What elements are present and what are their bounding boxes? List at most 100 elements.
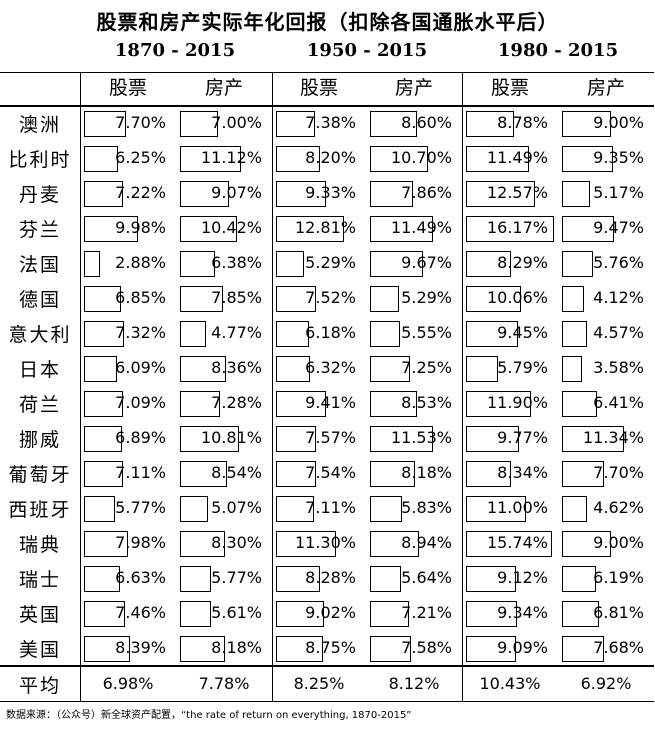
country-label: 荷兰 [18, 394, 61, 416]
value-label: 5.29% [305, 253, 356, 272]
value-label: 7.85% [211, 288, 262, 307]
country-label: 澳洲 [18, 114, 61, 136]
value-label: 6.09% [115, 358, 166, 377]
value-label: 5.77% [115, 498, 166, 517]
value-label: 15.74% [486, 533, 548, 552]
value-label: 5.17% [593, 183, 644, 202]
period-divider-1 [272, 72, 273, 701]
value-label: 5.07% [211, 498, 262, 517]
value-bar [466, 601, 517, 627]
value-bar [180, 391, 220, 417]
value-bar [370, 251, 423, 277]
column-header-property-3: 房产 [394, 77, 433, 99]
value-label: 5.79% [497, 358, 548, 377]
value-label: 8.78% [497, 113, 548, 132]
value-bar [562, 356, 582, 382]
value-label: 9.02% [305, 603, 356, 622]
value-label: 8.94% [401, 533, 452, 552]
value-label: 7.25% [401, 358, 452, 377]
average-value: 6.92% [580, 674, 632, 693]
value-bar [562, 566, 596, 592]
value-bar [180, 286, 223, 312]
country-label: 日本 [18, 359, 61, 381]
value-bar [276, 391, 326, 417]
value-label: 10.06% [486, 288, 548, 307]
chart-title: 股票和房产实际年化回报（扣除各国通胀水平后） [96, 10, 559, 34]
country-label: 比利时 [8, 149, 72, 171]
value-label: 8.28% [305, 568, 356, 587]
value-label: 11.30% [294, 533, 356, 552]
value-label: 7.11% [305, 498, 356, 517]
country-label: 英国 [18, 604, 61, 626]
value-bar [276, 251, 304, 277]
country-label: 西班牙 [8, 499, 72, 521]
value-bar [562, 181, 590, 207]
average-value: 10.43% [479, 674, 541, 693]
value-label: 7.21% [401, 603, 452, 622]
value-bar [84, 251, 100, 277]
value-bar [562, 146, 613, 172]
value-bar [84, 111, 126, 137]
value-bar [84, 181, 123, 207]
value-bar [466, 181, 535, 207]
value-bar [180, 461, 227, 487]
value-bar [466, 321, 518, 347]
value-label: 9.00% [593, 113, 644, 132]
value-label: 8.20% [305, 148, 356, 167]
country-label: 瑞典 [18, 534, 61, 556]
value-label: 7.38% [305, 113, 356, 132]
value-bar [84, 391, 123, 417]
average-value: 8.12% [388, 674, 440, 693]
period-header-1980: 1980 - 2015 [497, 40, 619, 61]
column-header-stock-2: 股票 [299, 77, 338, 99]
value-bar [370, 111, 417, 137]
value-bar [466, 111, 514, 137]
value-bar [84, 601, 125, 627]
value-label: 7.98% [115, 533, 166, 552]
header-top-rule [0, 72, 654, 73]
country-label: 挪威 [18, 429, 61, 451]
value-bar [466, 356, 498, 382]
value-bar [180, 321, 206, 347]
value-label: 4.62% [593, 498, 644, 517]
value-label: 5.29% [401, 288, 452, 307]
value-label: 11.12% [200, 148, 262, 167]
value-label: 9.09% [497, 638, 548, 657]
value-label: 7.57% [305, 428, 356, 447]
country-label: 葡萄牙 [8, 464, 72, 486]
value-bar [276, 321, 309, 347]
value-label: 9.34% [497, 603, 548, 622]
value-bar [84, 531, 128, 557]
value-label: 8.18% [401, 463, 452, 482]
value-label: 9.12% [497, 568, 548, 587]
average-bottom-rule [0, 701, 654, 702]
value-bar [466, 531, 552, 557]
value-bar [370, 181, 413, 207]
value-label: 5.77% [211, 568, 262, 587]
value-bar [276, 426, 316, 452]
value-bar [84, 426, 122, 452]
value-bar [370, 601, 409, 627]
value-label: 7.86% [401, 183, 452, 202]
value-bar [370, 426, 433, 452]
country-label: 丹麦 [18, 184, 61, 206]
value-label: 11.90% [486, 393, 548, 412]
value-bar [84, 286, 121, 312]
value-bar [84, 636, 130, 662]
value-label: 6.32% [305, 358, 356, 377]
value-bar [276, 496, 314, 522]
average-value: 7.78% [198, 674, 250, 693]
value-bar [370, 286, 399, 312]
value-label: 5.76% [593, 253, 644, 272]
value-label: 9.47% [593, 218, 644, 237]
value-label: 8.36% [211, 358, 262, 377]
value-label: 7.22% [115, 183, 166, 202]
value-label: 8.34% [497, 463, 548, 482]
value-label: 9.98% [115, 218, 166, 237]
value-bar [370, 531, 419, 557]
value-bar [276, 111, 315, 137]
value-label: 8.39% [115, 638, 166, 657]
value-label: 9.77% [497, 428, 548, 447]
value-label: 9.41% [305, 393, 356, 412]
